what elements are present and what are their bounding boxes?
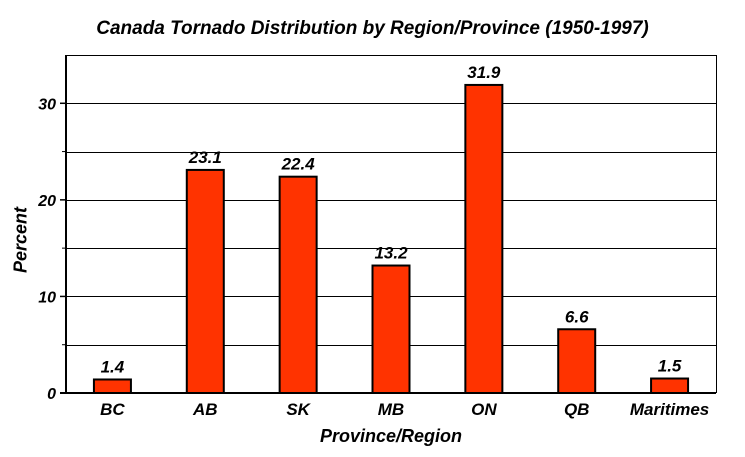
chart-title: Canada Tornado Distribution by Region/Pr… xyxy=(96,18,649,39)
bar-on xyxy=(464,83,504,395)
bar-value-label: 13.2 xyxy=(374,244,408,263)
x-tick-label: SK xyxy=(286,400,311,419)
x-tick-label: AB xyxy=(192,400,218,419)
bar-mb xyxy=(371,264,411,395)
x-tick-label: ON xyxy=(471,400,497,419)
bar-value-label: 22.4 xyxy=(281,155,316,174)
x-tick-label: BC xyxy=(100,400,125,419)
y-tick-label: 10 xyxy=(38,289,56,306)
bar-value-label: 1.5 xyxy=(658,357,682,376)
bar-value-label: 1.4 xyxy=(101,357,125,376)
bar-value-label: 23.1 xyxy=(188,148,222,167)
bar-value-label: 6.6 xyxy=(565,307,589,326)
x-tick-label: Maritimes xyxy=(630,400,709,419)
y-tick-label: 0 xyxy=(47,386,56,403)
bar-value-label: 31.9 xyxy=(467,63,501,82)
bar-sk xyxy=(278,175,318,394)
x-axis-label: Province/Region xyxy=(319,426,463,446)
x-tick-label: QB xyxy=(564,400,590,419)
bar-ab xyxy=(185,168,225,394)
y-tick-label: 30 xyxy=(38,96,56,113)
bar-bc xyxy=(92,378,132,395)
x-tick-label: MB xyxy=(378,400,404,419)
bar-qb xyxy=(557,328,597,394)
y-tick-label: 20 xyxy=(37,193,56,210)
bar-maritimes xyxy=(650,377,690,394)
